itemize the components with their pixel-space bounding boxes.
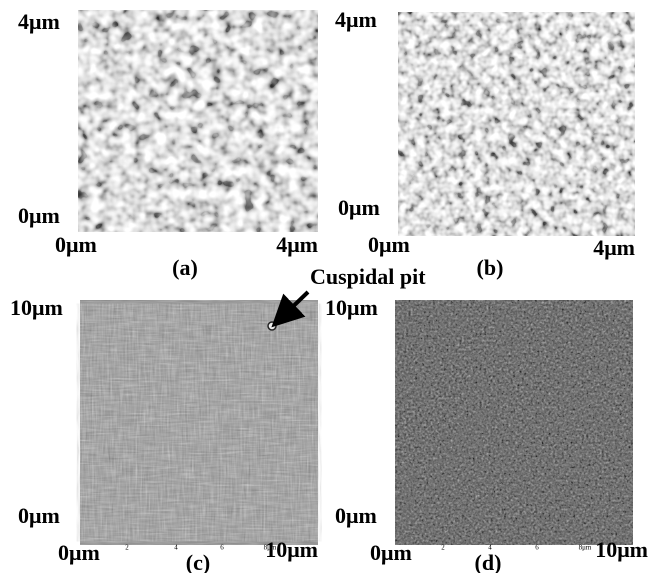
x-tick-label: 8μm bbox=[264, 544, 277, 552]
x-right-label: 10μm bbox=[265, 537, 318, 562]
x-left-label: 0μm bbox=[55, 232, 97, 257]
x-tick-label: 6 bbox=[535, 544, 539, 552]
panel-caption: (d) bbox=[475, 550, 502, 573]
x-left-label: 0μm bbox=[58, 540, 100, 565]
y-bottom-label: 0μm bbox=[18, 503, 60, 528]
afm-image-c bbox=[76, 300, 322, 545]
arrow bbox=[271, 290, 310, 328]
panel-caption: (b) bbox=[477, 255, 504, 280]
afm-image-d bbox=[395, 300, 633, 545]
x-tick-label: 2 bbox=[125, 544, 129, 552]
x-right-label: 4μm bbox=[276, 232, 318, 257]
afm-image-b bbox=[398, 12, 635, 236]
y-top-label: 10μm bbox=[10, 295, 63, 320]
x-tick-label: 6 bbox=[220, 544, 224, 552]
x-left-label: 0μm bbox=[370, 540, 412, 565]
y-bottom-label: 0μm bbox=[338, 195, 380, 220]
annotation: Cuspidal pit bbox=[310, 264, 426, 289]
panel-caption: (c) bbox=[186, 550, 210, 573]
x-right-label: 10μm bbox=[595, 537, 648, 562]
x-left-label: 0μm bbox=[368, 232, 410, 257]
afm-image-a bbox=[78, 10, 318, 232]
x-right-label: 4μm bbox=[593, 235, 635, 260]
x-tick-label: 4 bbox=[488, 544, 492, 552]
y-bottom-label: 0μm bbox=[335, 503, 377, 528]
y-top-label: 10μm bbox=[325, 295, 378, 320]
y-top-label: 4μm bbox=[18, 9, 60, 34]
x-tick-label: 8μm bbox=[579, 544, 592, 552]
y-top-label: 4μm bbox=[335, 7, 377, 32]
panel-caption: (a) bbox=[172, 255, 198, 280]
x-tick-label: 2 bbox=[441, 544, 445, 552]
x-tick-label: 4 bbox=[174, 544, 178, 552]
y-bottom-label: 0μm bbox=[18, 203, 60, 228]
